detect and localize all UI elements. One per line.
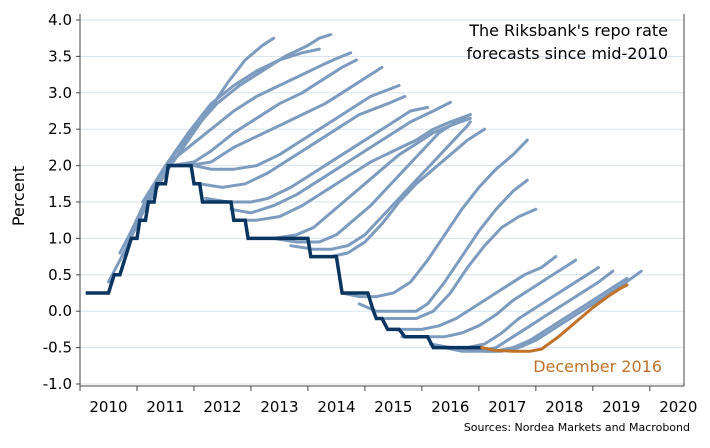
forecast-line-9 xyxy=(229,100,452,215)
y-tick-label-9: 3.5 xyxy=(48,47,72,65)
forecast-line-6 xyxy=(192,84,401,171)
forecast-line-22 xyxy=(457,276,629,353)
x-tick-label-4: 2014 xyxy=(317,398,355,416)
forecast-line-4 xyxy=(169,58,358,168)
x-tick-label-3: 2013 xyxy=(260,398,298,416)
y-tick-label-7: 2.5 xyxy=(48,120,72,138)
source-note: Sources: Nordea Markets and Macrobond xyxy=(464,421,690,434)
y-tick-label-0: -1.0 xyxy=(43,375,72,393)
forecast-line-16 xyxy=(357,178,529,313)
actual-line-group xyxy=(85,163,482,350)
gridlines xyxy=(80,19,684,385)
y-tick-label-3: 0.5 xyxy=(48,266,72,284)
december-2016-annotation: December 2016 xyxy=(533,357,662,376)
forecast-line-12 xyxy=(272,113,472,244)
y-tick-label-5: 1.5 xyxy=(48,193,72,211)
forecast-line-19 xyxy=(400,258,578,339)
y-tick-label-2: 0.0 xyxy=(48,302,72,320)
y-tick-label-8: 3.0 xyxy=(48,84,72,102)
x-tick-label-1: 2011 xyxy=(146,398,184,416)
y-tick-label-10: 4.0 xyxy=(48,11,72,29)
x-tick-label-5: 2015 xyxy=(374,398,412,416)
x-tick-label-10: 2020 xyxy=(659,398,697,416)
y-tick-label-6: 2.0 xyxy=(48,157,72,175)
forecast-line-8 xyxy=(203,105,430,204)
december-2016-forecast-line xyxy=(480,283,629,353)
latest-forecast-group xyxy=(480,283,629,353)
y-tick-label-4: 1.0 xyxy=(48,229,72,247)
forecast-line-10 xyxy=(238,113,472,222)
forecast-line-7 xyxy=(198,94,407,189)
x-tick-label-7: 2017 xyxy=(488,398,526,416)
axes xyxy=(76,14,685,391)
forecast-line-17 xyxy=(374,207,538,320)
forecast-line-15 xyxy=(340,138,529,299)
forecast-line-3 xyxy=(141,51,353,204)
x-tick-label-9: 2019 xyxy=(602,398,640,416)
y-tick-label-1: -0.5 xyxy=(43,339,72,357)
chart-title-line-1: The Riksbank's repo rate xyxy=(468,21,668,40)
x-tick-label-0: 2010 xyxy=(89,398,127,416)
forecast-line-13 xyxy=(289,120,472,251)
x-tick-labels: 2010 2011 2012 2013 2014 2015 2016 2017 2018 2019… xyxy=(89,398,697,416)
forecast-line-14 xyxy=(309,127,487,259)
forecast-lines xyxy=(107,33,643,353)
actual-repo-rate-line xyxy=(85,163,482,350)
y-axis-title: Percent xyxy=(9,166,28,226)
y-tick-labels: -1.0 -0.5 0.0 0.5 1.0 1.5 2.0 2.5 3.0 3.5 4.0 xyxy=(43,11,72,393)
forecast-line-18 xyxy=(386,255,558,331)
chart-title-line-2: forecasts since mid-2010 xyxy=(467,44,668,63)
forecast-line-5 xyxy=(186,65,384,168)
x-tick-label-8: 2018 xyxy=(545,398,583,416)
forecast-line-11 xyxy=(249,116,472,240)
x-tick-label-6: 2016 xyxy=(431,398,469,416)
x-tick-label-2: 2012 xyxy=(203,398,241,416)
